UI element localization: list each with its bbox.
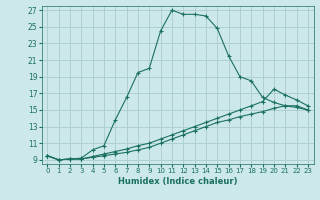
X-axis label: Humidex (Indice chaleur): Humidex (Indice chaleur) bbox=[118, 177, 237, 186]
